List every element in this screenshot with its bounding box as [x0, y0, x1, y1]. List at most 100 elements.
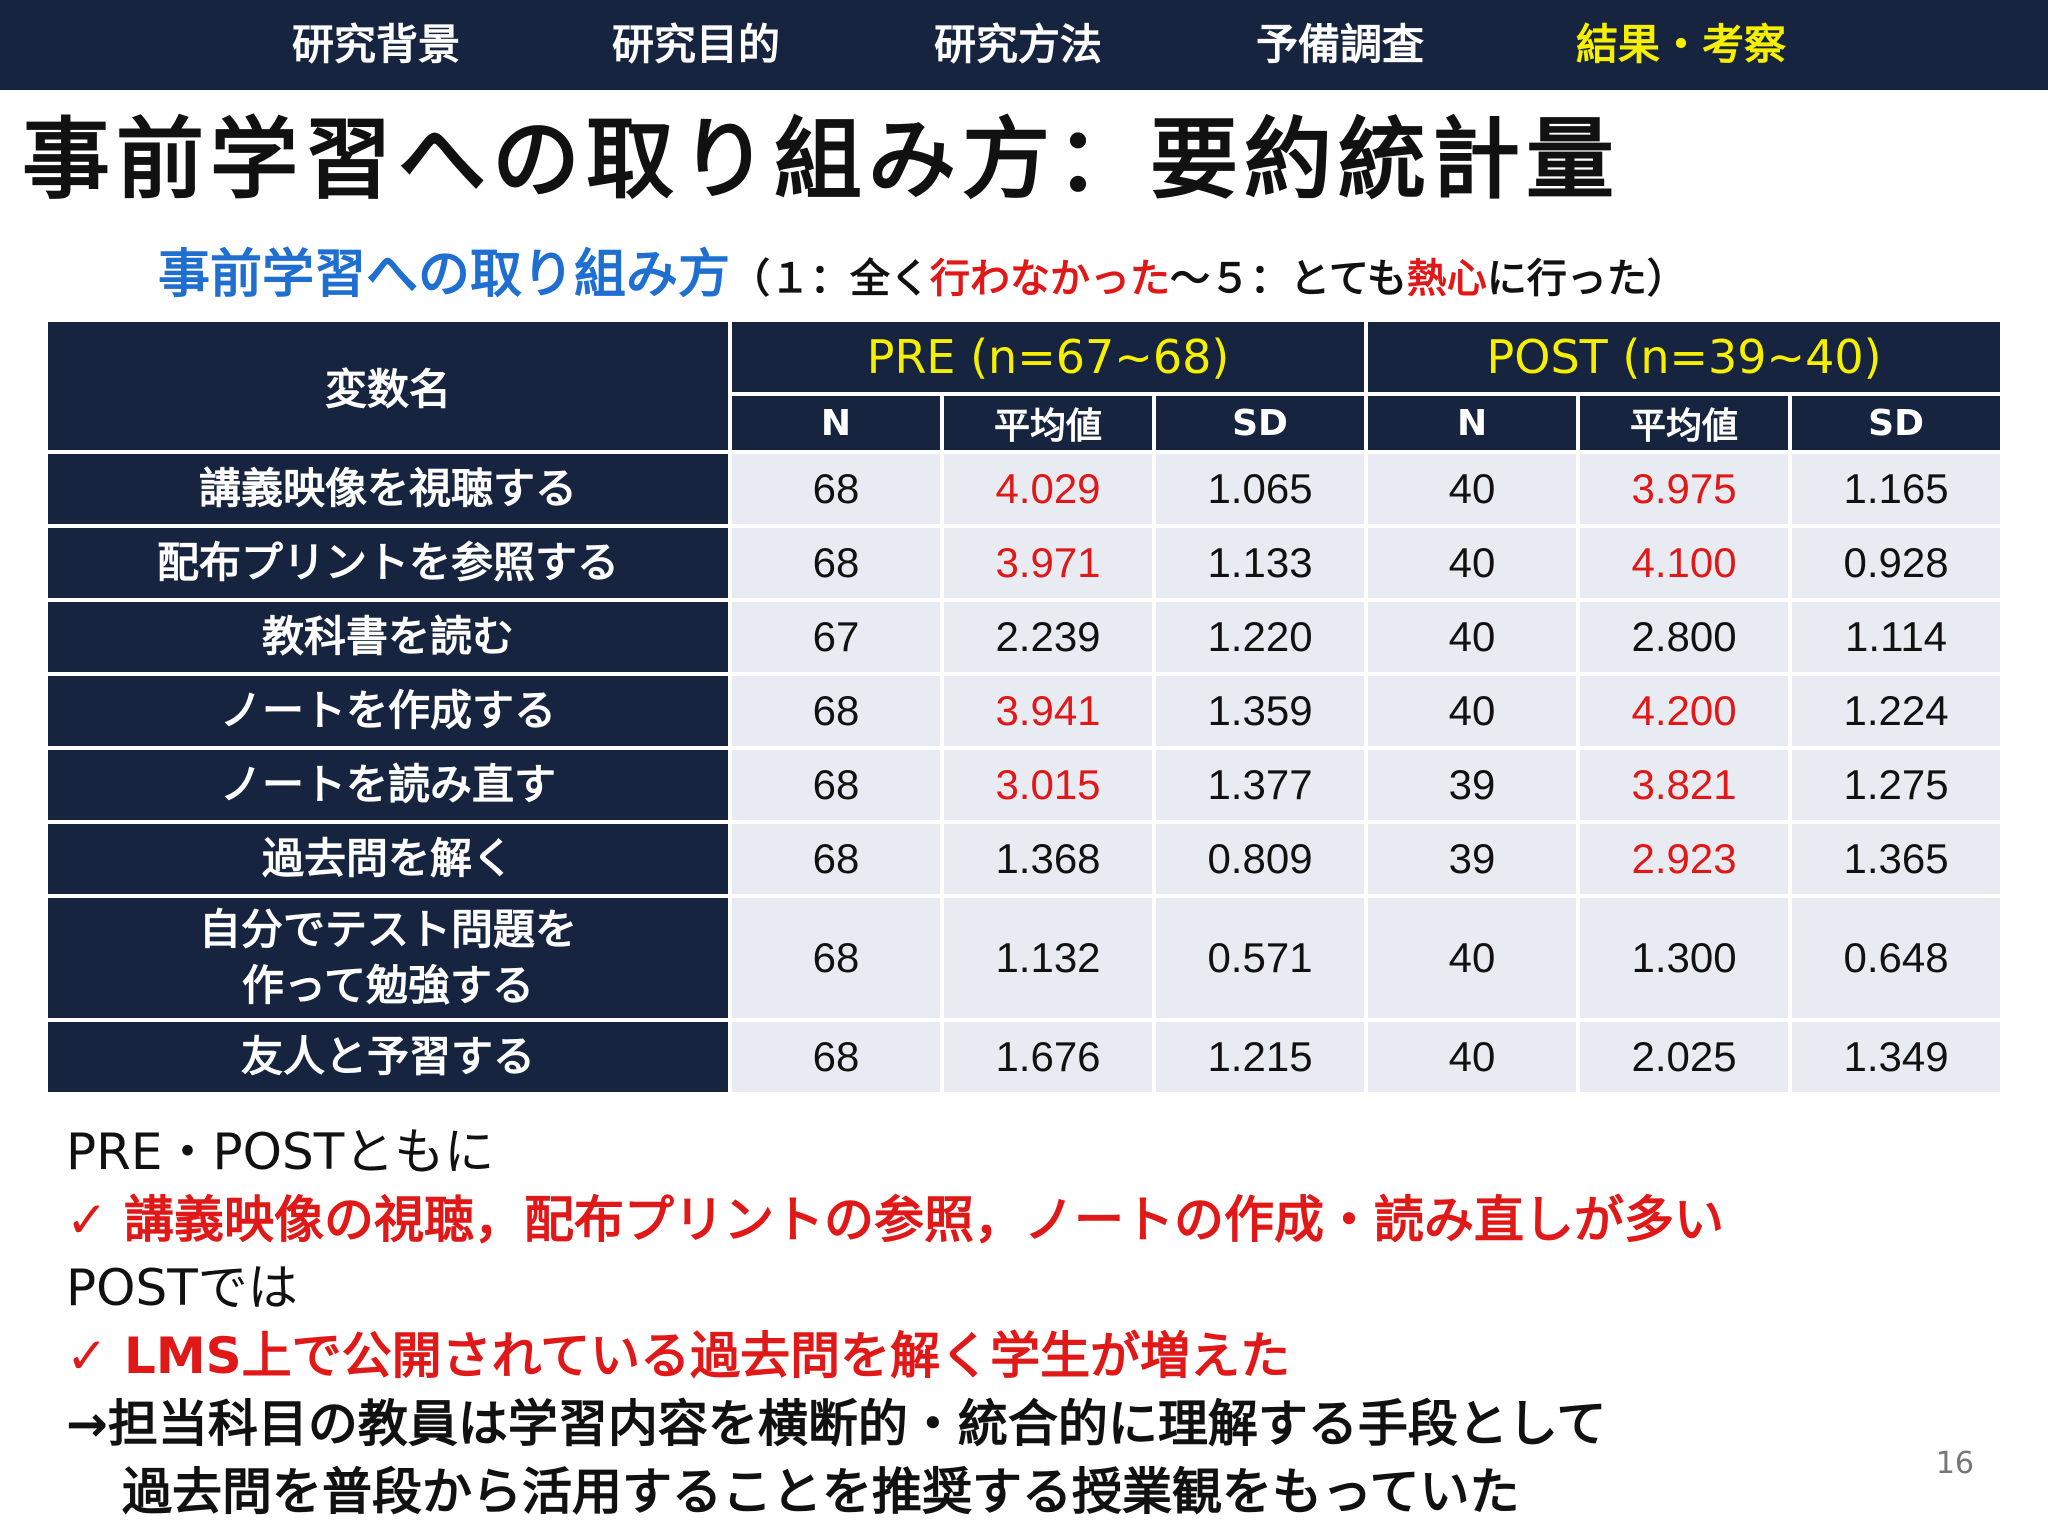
pre-sd-cell: 1.220 — [1156, 602, 1365, 672]
page-number: 16 — [1935, 1446, 1974, 1481]
table-subheader-row: N 平均値 SD N 平均値 SD — [48, 396, 2001, 450]
pre-sd-cell: 1.133 — [1156, 528, 1365, 598]
table-row: 教科書を読む 67 2.239 1.220 40 2.800 1.114 — [48, 602, 2001, 672]
post-mean-cell: 2.923 — [1580, 824, 1789, 894]
table-row: 配布プリントを参照する 68 3.971 1.133 40 4.100 0.92… — [48, 528, 2001, 598]
nav-item-preliminary-survey[interactable]: 予備調査 — [1256, 20, 1425, 69]
pre-mean-header: 平均値 — [944, 396, 1152, 450]
pre-sd-cell: 0.809 — [1156, 824, 1365, 894]
post-n-cell: 40 — [1368, 898, 1577, 1018]
pre-mean-cell: 3.015 — [944, 750, 1152, 820]
nav-item-research-background[interactable]: 研究背景 — [292, 20, 461, 69]
conclusion-text-1: 担当科目の教員は学習内容を横断的・統合的に理解する手段として — [107, 1395, 1607, 1453]
pre-n-cell: 67 — [732, 602, 940, 672]
post-n-cell: 40 — [1368, 676, 1577, 746]
post-n-cell: 39 — [1368, 750, 1577, 820]
post-mean-cell: 2.025 — [1580, 1022, 1789, 1092]
post-sd-cell: 1.349 — [1792, 1022, 2001, 1092]
table-row: 過去問を解く 68 1.368 0.809 39 2.923 1.365 — [48, 824, 2001, 894]
checkmark-icon: ✓ — [66, 1327, 108, 1385]
row-label: 配布プリントを参照する — [48, 528, 728, 598]
arrow-right-icon: → — [66, 1395, 108, 1453]
table-header-row: 変数名 PRE (n=67~68) POST (n=39~40) — [48, 322, 2001, 450]
row-label: ノートを読み直す — [48, 750, 728, 820]
post-mean-cell: 3.821 — [1580, 750, 1789, 820]
slide-title: 事前学習への取り組み方：要約統計量 — [22, 108, 1621, 211]
pre-n-header: N — [732, 396, 940, 450]
post-sd-cell: 1.224 — [1792, 676, 2001, 746]
caption-scale-part1: （１：全く — [730, 256, 931, 302]
nav-item-results-discussion[interactable]: 結果・考察 — [1576, 20, 1787, 69]
post-n-header: N — [1368, 396, 1577, 450]
pre-mean-cell: 3.971 — [944, 528, 1152, 598]
pre-n-cell: 68 — [732, 528, 940, 598]
post-sd-cell: 1.275 — [1792, 750, 2001, 820]
post-sd-cell: 0.648 — [1792, 898, 2001, 1018]
post-sd-cell: 1.365 — [1792, 824, 2001, 894]
findings-notes: PRE・POSTともに ✓ 講義映像の視聴，配布プリントの参照，ノートの作成・読み… — [66, 1118, 1966, 1526]
row-label: ノートを作成する — [48, 676, 728, 746]
post-n-cell: 40 — [1368, 602, 1577, 672]
pre-mean-cell: 2.239 — [944, 602, 1152, 672]
post-mean-header: 平均値 — [1580, 396, 1789, 450]
caption-scale-part3: に行った） — [1486, 256, 1687, 302]
post-n-cell: 40 — [1368, 528, 1577, 598]
note-check-item-2: ✓ LMS上で公開されている過去問を解く学生が増えた — [66, 1322, 1966, 1390]
post-mean-cell: 2.800 — [1580, 602, 1789, 672]
row-label: 自分でテスト問題を 作って勉強する — [48, 898, 728, 1018]
row-label: 講義映像を視聴する — [48, 454, 728, 524]
row-label: 過去問を解く — [48, 824, 728, 894]
top-navigation-bar: 研究背景 研究目的 研究方法 予備調査 結果・考察 — [0, 0, 2048, 90]
table-row: ノートを作成する 68 3.941 1.359 40 4.200 1.224 — [48, 676, 2001, 746]
nav-item-research-method[interactable]: 研究方法 — [934, 20, 1103, 69]
pre-n-cell: 68 — [732, 898, 940, 1018]
table-row: ノートを読み直す 68 3.015 1.377 39 3.821 1.275 — [48, 750, 2001, 820]
post-n-cell: 39 — [1368, 824, 1577, 894]
row-label-line: 作って勉強する — [242, 961, 534, 1010]
post-mean-cell: 4.200 — [1580, 676, 1789, 746]
pre-n-cell: 68 — [732, 1022, 940, 1092]
pre-sd-cell: 1.215 — [1156, 1022, 1365, 1092]
post-n-cell: 40 — [1368, 1022, 1577, 1092]
caption-scale-low: 行わなかった — [930, 256, 1171, 302]
table-row: 友人と予習する 68 1.676 1.215 40 2.025 1.349 — [48, 1022, 2001, 1092]
pre-n-cell: 68 — [732, 824, 940, 894]
note-post-only: POSTでは — [66, 1259, 298, 1317]
post-mean-cell: 4.100 — [1580, 528, 1789, 598]
table-row: 講義映像を視聴する 68 4.029 1.065 40 3.975 1.165 — [48, 454, 2001, 524]
row-label: 教科書を読む — [48, 602, 728, 672]
pre-mean-cell: 1.132 — [944, 898, 1152, 1018]
note-pre-post-both: PRE・POSTともに — [66, 1123, 495, 1181]
row-label: 友人と予習する — [48, 1022, 728, 1092]
note-check-text-1: 講義映像の視聴，配布プリントの参照，ノートの作成・読み直しが多い — [124, 1191, 1724, 1249]
summary-statistics-table: 変数名 PRE (n=67~68) POST (n=39~40) N 平均値 S… — [44, 318, 2004, 1096]
note-check-text-2: LMS上で公開されている過去問を解く学生が増えた — [124, 1327, 1291, 1385]
note-conclusion-line-1: →担当科目の教員は学習内容を横断的・統合的に理解する手段として — [66, 1390, 1966, 1458]
pre-sd-header: SD — [1156, 396, 1365, 450]
table-row: 自分でテスト問題を 作って勉強する 68 1.132 0.571 40 1.30… — [48, 898, 2001, 1018]
post-mean-cell: 1.300 — [1580, 898, 1789, 1018]
pre-n-cell: 68 — [732, 676, 940, 746]
note-conclusion-line-2: 過去問を普段から活用することを推奨する授業観をもっていた — [122, 1463, 1520, 1521]
post-group-header: POST (n=39~40) — [1368, 322, 2001, 392]
caption-scale-high: 熱心 — [1406, 256, 1487, 302]
variable-name-header: 変数名 — [48, 322, 728, 450]
pre-sd-cell: 0.571 — [1156, 898, 1365, 1018]
nav-item-research-purpose[interactable]: 研究目的 — [612, 20, 781, 69]
post-n-cell: 40 — [1368, 454, 1577, 524]
table-caption: 事前学習への取り組み方（１：全く行わなかった～５：とても熱心に行った） — [158, 240, 1687, 310]
note-check-item-1: ✓ 講義映像の視聴，配布プリントの参照，ノートの作成・読み直しが多い — [66, 1186, 1966, 1254]
post-sd-header: SD — [1792, 396, 2001, 450]
pre-n-cell: 68 — [732, 750, 940, 820]
checkmark-icon: ✓ — [66, 1191, 108, 1249]
post-sd-cell: 1.114 — [1792, 602, 2001, 672]
caption-scale-part2: ～５：とても — [1170, 256, 1407, 302]
pre-group-header: PRE (n=67~68) — [732, 322, 1365, 392]
caption-lead: 事前学習への取り組み方 — [158, 245, 731, 305]
pre-sd-cell: 1.377 — [1156, 750, 1365, 820]
pre-mean-cell: 4.029 — [944, 454, 1152, 524]
row-label-line: 自分でテスト問題を — [198, 905, 577, 954]
pre-sd-cell: 1.359 — [1156, 676, 1365, 746]
post-sd-cell: 1.165 — [1792, 454, 2001, 524]
pre-n-cell: 68 — [732, 454, 940, 524]
